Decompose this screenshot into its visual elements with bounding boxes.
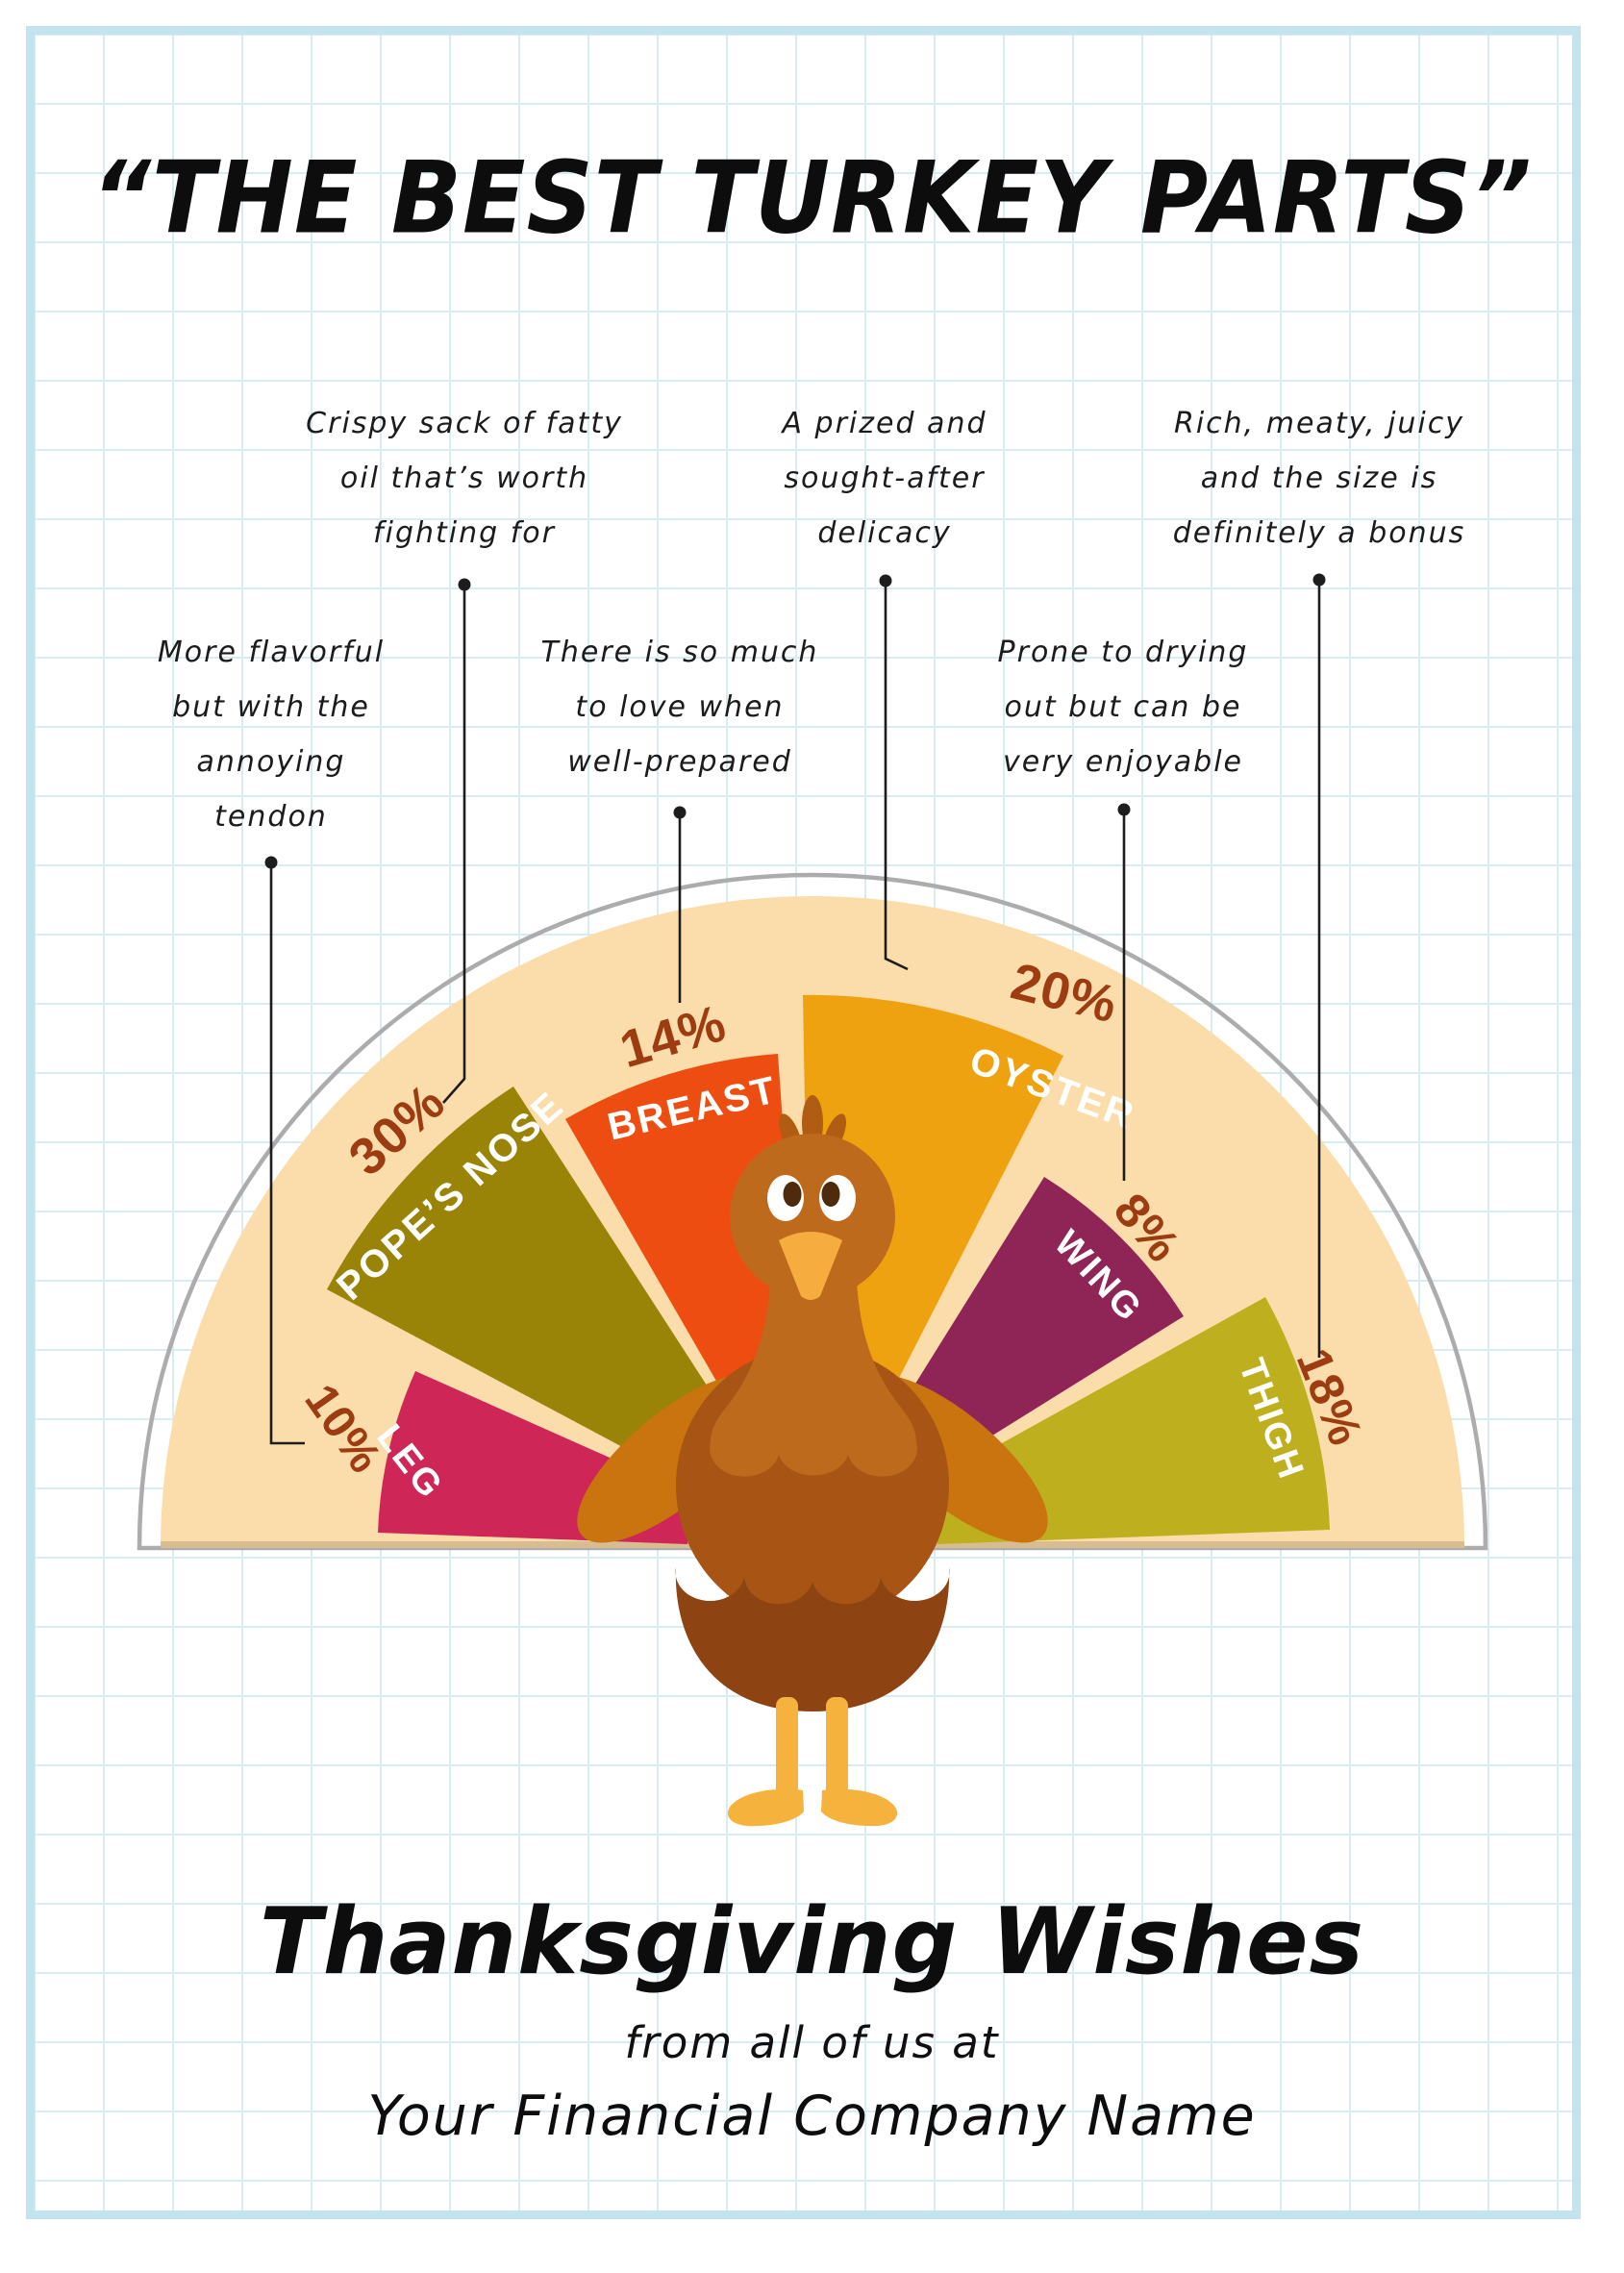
- turkey-right-leg: [826, 1697, 848, 1805]
- annotation-wing: Prone to drying out but can be very enjo…: [997, 636, 1249, 779]
- turkey-right-foot: [821, 1788, 898, 1827]
- wedge-oyster: [803, 994, 1063, 1436]
- turkey-head: [730, 1134, 895, 1299]
- leader-line-oyster: [884, 581, 909, 971]
- turkey-neck-chest: [710, 1231, 917, 1477]
- leader-line-leg: [269, 862, 305, 1445]
- annotation-leg: More flavorful but with the annoying ten…: [157, 636, 386, 834]
- turkey-beak: [779, 1232, 842, 1300]
- annotation-oyster: A prized and sought-after delicacy: [782, 407, 987, 550]
- leader-lines: [264, 573, 1326, 1445]
- wedge-breast: [565, 1054, 804, 1439]
- turkey-illustration: [577, 1095, 1048, 1827]
- turkey-right-pupil: [821, 1182, 840, 1207]
- leader-line-popes-nose: [442, 585, 466, 1104]
- turkey-left-leg: [776, 1697, 798, 1805]
- footer-company-name: Your Financial Company Name: [367, 2085, 1257, 2148]
- footer-from-line: from all of us at: [624, 2017, 1000, 2068]
- footer-greeting: Thanksgiving Wishes: [259, 1889, 1365, 1995]
- page-title: “THE BEST TURKEY PARTS”: [91, 139, 1533, 257]
- wedge-popes-nose: [327, 1087, 744, 1489]
- turkey-belly: [675, 1567, 950, 1711]
- annotation-thigh: Rich, meaty, juicy and the size is defin…: [1172, 407, 1466, 550]
- semicircle-outline: [137, 872, 1488, 1551]
- annotation-popes-nose: Crispy sack of fatty oil that’s worth fi…: [306, 407, 623, 550]
- turkey-left-pupil: [783, 1182, 802, 1207]
- annotation-breast: There is so much to love when well-prepa…: [540, 636, 819, 779]
- turkey-left-foot: [727, 1788, 804, 1827]
